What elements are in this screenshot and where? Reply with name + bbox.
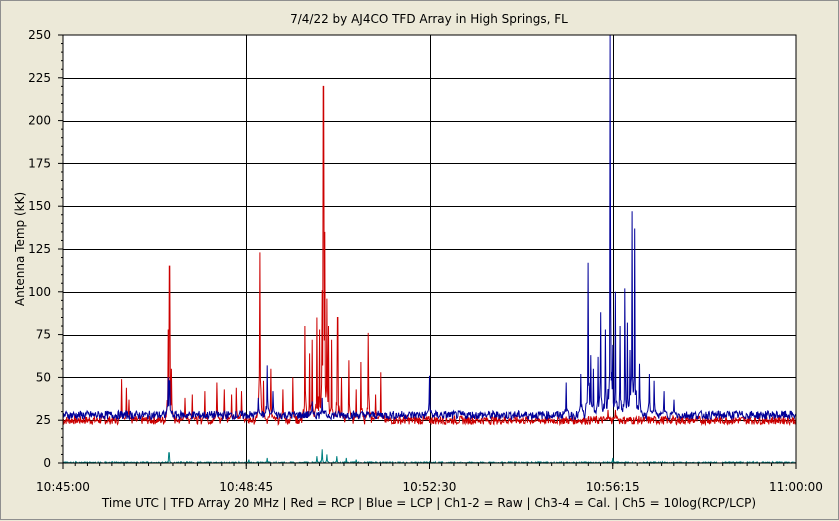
x-tick-label: 10:56:15 bbox=[586, 480, 640, 494]
x-tick-label: 10:48:45 bbox=[219, 480, 273, 494]
series-line-rcp bbox=[62, 85, 797, 427]
x-tick-label: 10:52:30 bbox=[403, 480, 457, 494]
x-tick-label: 10:45:00 bbox=[36, 480, 90, 494]
y-axis-label: Antenna Temp (kK) bbox=[13, 192, 27, 306]
x-tick-label: 11:00:00 bbox=[769, 480, 823, 494]
x-axis-label: Time UTC | TFD Array 20 MHz | Red = RCP … bbox=[101, 496, 756, 510]
y-tick-label: 25 bbox=[36, 413, 51, 427]
y-tick-label: 100 bbox=[28, 285, 51, 299]
y-tick-label: 0 bbox=[43, 456, 51, 470]
y-tick-label: 75 bbox=[36, 328, 51, 342]
series-line-lcp bbox=[62, 34, 797, 421]
y-tick-label: 50 bbox=[36, 370, 51, 384]
y-tick-label: 125 bbox=[28, 242, 51, 256]
chart-title: 7/4/22 by AJ4CO TFD Array in High Spring… bbox=[290, 12, 568, 26]
y-tick-label: 250 bbox=[28, 28, 51, 42]
y-tick-label: 175 bbox=[28, 156, 51, 170]
y-axis-ticks: 0 25 50 75 100 125 150 175 200 225 250 bbox=[28, 28, 63, 470]
y-tick-label: 200 bbox=[28, 114, 51, 128]
y-tick-label: 225 bbox=[28, 71, 51, 85]
x-axis-ticks: 10:45:00 10:48:45 10:52:30 10:56:15 11:00:00 bbox=[36, 463, 823, 494]
y-tick-label: 150 bbox=[28, 199, 51, 213]
